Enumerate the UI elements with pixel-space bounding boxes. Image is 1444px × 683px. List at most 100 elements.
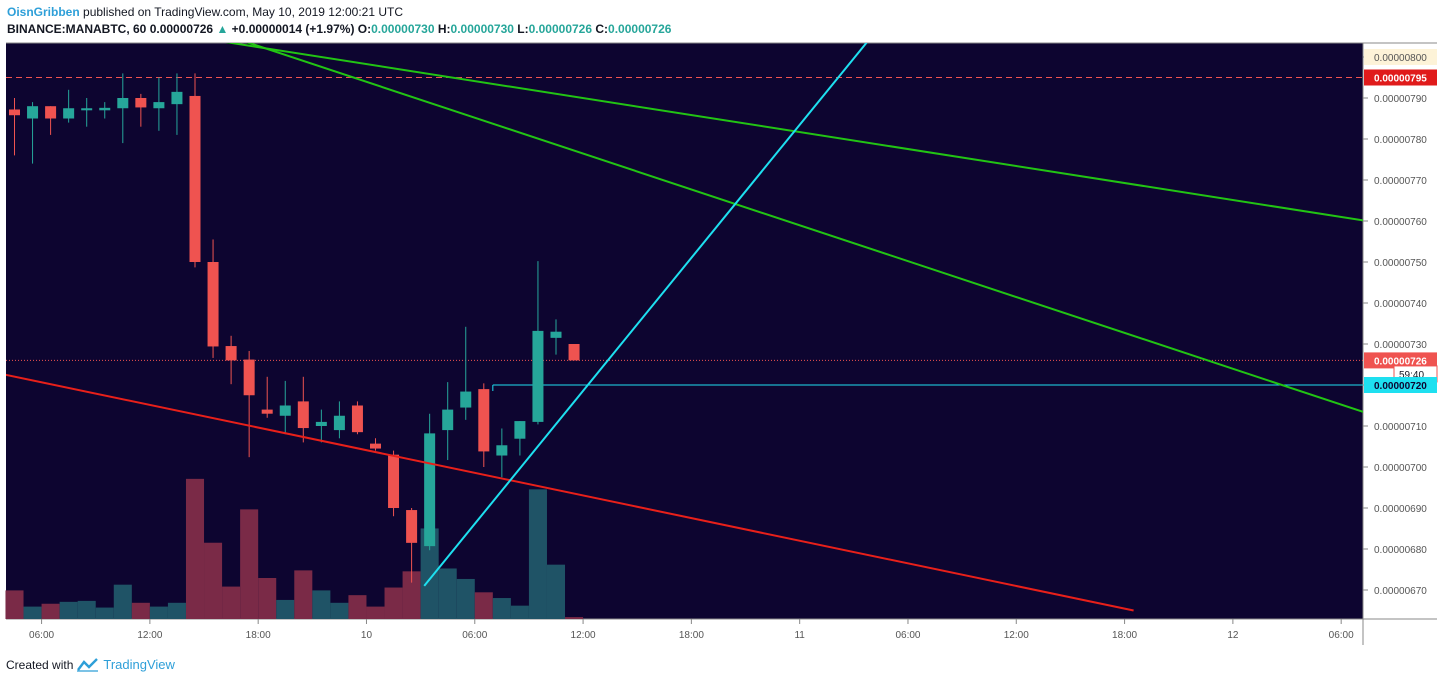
volume-bars: [5, 478, 584, 619]
trendline-cyan[interactable]: [423, 41, 868, 587]
candle-body: [171, 91, 183, 105]
time-axis[interactable]: 06:00 12:00 18:00 10 06:00 12:00 18:00 11 06:00 1…: [29, 619, 1354, 641]
price-tick-label: 0.00000770: [1374, 176, 1427, 187]
volume-bar: [149, 606, 168, 619]
volume-bar: [276, 599, 295, 619]
volume-bar: [474, 592, 493, 619]
candle-body: [63, 108, 75, 119]
candle-body: [351, 405, 363, 433]
price-tick-label: 0.00000670: [1374, 586, 1427, 597]
last-price-label: 0.00000726: [1374, 356, 1427, 367]
time-tick-label: 18:00: [679, 630, 704, 641]
candle-body: [9, 109, 20, 116]
candle-body: [370, 443, 381, 449]
trendline-red[interactable]: [5, 373, 1134, 612]
volume-bar: [294, 570, 313, 619]
time-tick-label: 10: [361, 630, 373, 641]
price-chart[interactable]: 0.00000670 0.00000680 0.00000690 0.00000700…: [0, 0, 1444, 650]
time-tick-label: 12:00: [571, 630, 596, 641]
trendline-green[interactable]: [242, 41, 1377, 417]
volume-bar: [528, 489, 547, 619]
candle-body: [261, 409, 273, 414]
volume-bar: [546, 564, 566, 619]
price-tick-label: 0.00000690: [1374, 504, 1427, 515]
publish-text: published on TradingView.com, May 10, 20…: [83, 5, 404, 19]
volume-bar: [222, 586, 241, 619]
candle-body: [333, 415, 345, 431]
tradingview-logo-icon: [77, 657, 99, 672]
horizontal-line-price-label: 0.00000720: [1374, 381, 1427, 392]
last-price-label-bg: [1364, 352, 1437, 369]
candle-body: [406, 510, 418, 543]
candle-body: [460, 391, 472, 408]
horizontal-levels: [6, 77, 1363, 391]
time-tick-label: 12:00: [137, 630, 162, 641]
candle-body: [135, 98, 147, 108]
candle-body: [225, 346, 237, 361]
candle-body: [478, 389, 490, 452]
symbol-label: BINANCE:MANABTC, 60: [7, 22, 147, 36]
trend-lines[interactable]: [5, 41, 1378, 612]
resistance-price-label-bg: [1364, 69, 1437, 86]
candle-body: [532, 330, 544, 422]
volume-bar: [113, 584, 132, 619]
candle-body: [99, 107, 111, 111]
volume-bar: [131, 602, 150, 619]
volume-bar: [23, 606, 42, 619]
volume-bar: [330, 602, 349, 619]
volume-bar: [95, 607, 114, 619]
time-tick-label: 18:00: [246, 630, 271, 641]
price-tick-label: 0.00000790: [1374, 94, 1427, 105]
l-label: L:: [517, 22, 529, 36]
plot-area[interactable]: [6, 43, 1363, 619]
footer: Created with TradingView: [6, 657, 175, 672]
volume-bar: [204, 542, 223, 619]
price-tick-label: 0.00000750: [1374, 258, 1427, 269]
tradingview-brand[interactable]: TradingView: [103, 657, 175, 672]
volume-bar: [438, 568, 457, 619]
change-value: +0.00000014 (+1.97%): [231, 22, 355, 36]
created-with-text: Created with: [6, 657, 74, 672]
publish-info: OisnGribben published on TradingView.com…: [7, 5, 403, 19]
resistance-price-label: 0.00000795: [1374, 74, 1427, 85]
candle-body: [27, 106, 39, 119]
volume-bar: [366, 606, 385, 619]
price-tick-label: 0.00000780: [1374, 135, 1427, 146]
author-name[interactable]: OisnGribben: [7, 5, 80, 19]
volume-bar: [185, 478, 205, 619]
last-price: 0.00000726: [149, 22, 214, 36]
volume-bar: [565, 617, 584, 619]
price-tick-label: 0.00000700: [1374, 463, 1427, 474]
price-tick-label: 0.00000730: [1374, 340, 1427, 351]
volume-bar: [420, 528, 439, 619]
candle-body: [496, 445, 508, 456]
volume-bar: [258, 578, 277, 619]
volume-bar: [5, 590, 24, 619]
top-price-label: 0.00000800: [1374, 53, 1427, 64]
volume-bar: [384, 587, 403, 619]
volume-bar: [456, 578, 475, 619]
symbol-info: BINANCE:MANABTC, 60 0.00000726 ▲ +0.0000…: [7, 22, 671, 36]
countdown-timer: 59:40: [1399, 370, 1424, 381]
time-tick-label: 06:00: [462, 630, 487, 641]
candle-body: [442, 409, 454, 431]
time-tick-label: 06:00: [895, 630, 920, 641]
volume-bar: [312, 590, 331, 619]
o-label: O:: [357, 22, 372, 36]
horizontal-line-price-label-bg: [1364, 377, 1437, 393]
candle-body: [189, 95, 201, 262]
volume-bar: [41, 603, 60, 619]
candle-body: [568, 344, 580, 361]
price-tick-label: 0.00000760: [1374, 217, 1427, 228]
trendline-green[interactable]: [217, 41, 1378, 223]
candle-body: [424, 433, 436, 547]
candle-body: [388, 454, 400, 508]
candle-body: [279, 405, 291, 416]
volume-bar: [402, 571, 421, 619]
time-tick-label: 12: [1227, 630, 1239, 641]
volume-bar: [492, 598, 511, 619]
h-label: H:: [437, 22, 451, 36]
volume-bar: [167, 602, 186, 619]
price-axis[interactable]: 0.00000670 0.00000680 0.00000690 0.00000700…: [1363, 53, 1427, 597]
candle-body: [45, 106, 57, 119]
